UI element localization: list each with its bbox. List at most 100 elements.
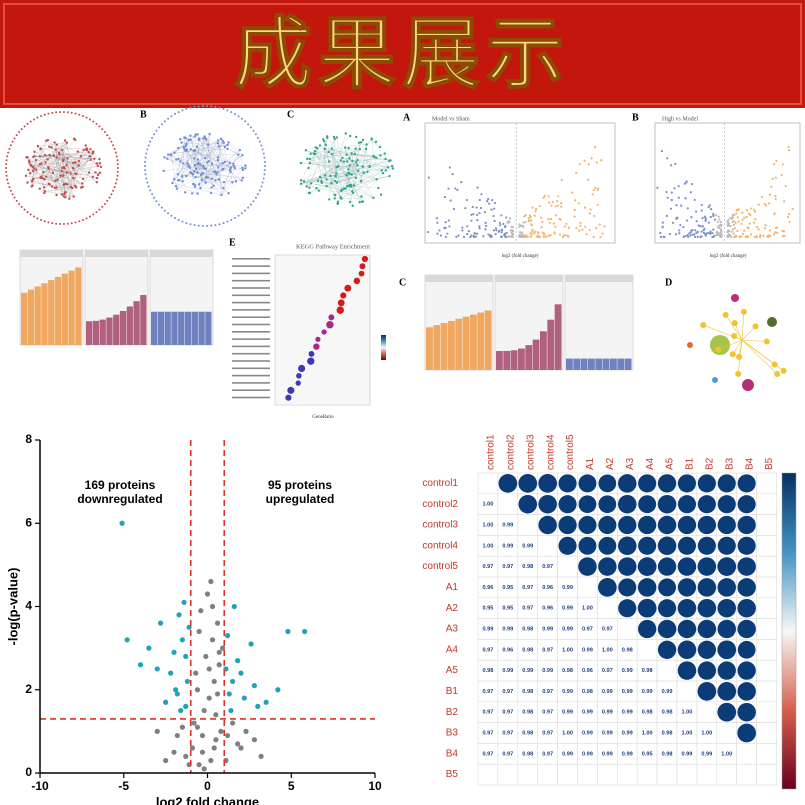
node: [258, 140, 261, 143]
node: [314, 152, 317, 156]
node: [348, 134, 352, 138]
node: [372, 196, 375, 200]
node: [302, 180, 306, 183]
node: [7, 151, 10, 154]
value-label: 0.99: [582, 647, 593, 653]
value-label: 0.98: [522, 751, 533, 757]
thumb-point: [457, 234, 460, 237]
cell: [716, 763, 737, 786]
edge: [346, 154, 381, 156]
corr-circle: [717, 598, 737, 618]
thumb-node: [780, 367, 787, 374]
node: [183, 191, 187, 194]
value-label: 0.99: [542, 668, 553, 674]
thumb-point: [675, 216, 678, 219]
node: [196, 158, 200, 161]
thumb-row-label: [232, 323, 270, 326]
value-label: 0.98: [522, 689, 533, 695]
value-label: 0.96: [542, 606, 553, 612]
thumb-dot: [315, 336, 321, 342]
node: [197, 183, 201, 186]
node: [197, 162, 200, 165]
corr-circle: [618, 578, 637, 597]
thumb-point: [687, 235, 690, 239]
thumb-point: [520, 233, 523, 236]
thumb-node: [774, 370, 781, 377]
value-label: 0.99: [602, 710, 613, 716]
data-point: [243, 728, 249, 734]
node: [346, 160, 349, 163]
thumb-point: [684, 235, 687, 238]
thumb-point: [704, 218, 707, 221]
column-label: B3: [724, 457, 735, 470]
thumb-point: [522, 221, 525, 224]
thumb-point: [476, 218, 479, 222]
thumb-point: [680, 204, 683, 207]
corr-circle: [717, 682, 737, 701]
thumb-edge: [741, 339, 775, 365]
thumb-row-label: [232, 389, 270, 391]
edge: [345, 147, 357, 178]
thumb-dot: [307, 357, 315, 365]
node: [354, 135, 358, 139]
node: [55, 222, 58, 225]
thumb-point: [700, 209, 703, 212]
thumb-point: [753, 221, 756, 224]
node: [216, 142, 220, 145]
thumb-point: [484, 228, 487, 231]
data-point: [203, 653, 209, 660]
thumb-point: [474, 235, 478, 238]
thumb-bar: [547, 319, 555, 370]
node: [375, 178, 378, 181]
node: [24, 174, 28, 178]
data-point: [235, 658, 241, 664]
thumb-point: [461, 226, 464, 229]
thumb-point: [590, 157, 593, 160]
node: [365, 143, 368, 146]
thumb-point: [500, 214, 503, 217]
thumb-point: [688, 232, 691, 235]
thumb-point: [476, 213, 479, 217]
thumb-node: [700, 322, 707, 329]
edge: [203, 163, 234, 167]
node: [263, 156, 266, 159]
corr-circle: [518, 494, 538, 514]
thumb-row-label: [232, 396, 270, 399]
thumb-dot: [321, 329, 327, 335]
corr-circle: [598, 474, 617, 493]
edge: [309, 183, 332, 194]
node: [197, 137, 201, 140]
node: [65, 171, 69, 174]
node: [81, 218, 84, 221]
data-point: [258, 753, 264, 759]
thumb-point: [775, 159, 778, 163]
edge: [32, 140, 47, 186]
row-label: control1: [422, 478, 458, 489]
corr-circle: [677, 661, 697, 680]
thumb-point: [553, 232, 556, 235]
node: [146, 181, 149, 184]
thumb-point: [473, 232, 476, 235]
corr-circle: [737, 557, 756, 576]
node: [81, 115, 84, 118]
corr-circle: [658, 578, 677, 597]
thumb-point: [547, 195, 550, 198]
node: [145, 177, 148, 180]
node: [144, 160, 147, 163]
node: [339, 196, 342, 199]
edge: [307, 154, 347, 160]
node: [34, 158, 38, 162]
node: [144, 165, 146, 167]
cell: [756, 576, 777, 599]
node: [305, 185, 308, 188]
cell: [537, 763, 558, 786]
thumb-bar: [503, 350, 511, 370]
node: [185, 222, 188, 225]
node: [308, 157, 312, 161]
node: [54, 179, 57, 183]
thumb-point: [709, 230, 712, 233]
data-point: [218, 728, 224, 734]
node: [233, 166, 237, 170]
thumb-point: [759, 234, 762, 237]
node: [227, 191, 230, 195]
